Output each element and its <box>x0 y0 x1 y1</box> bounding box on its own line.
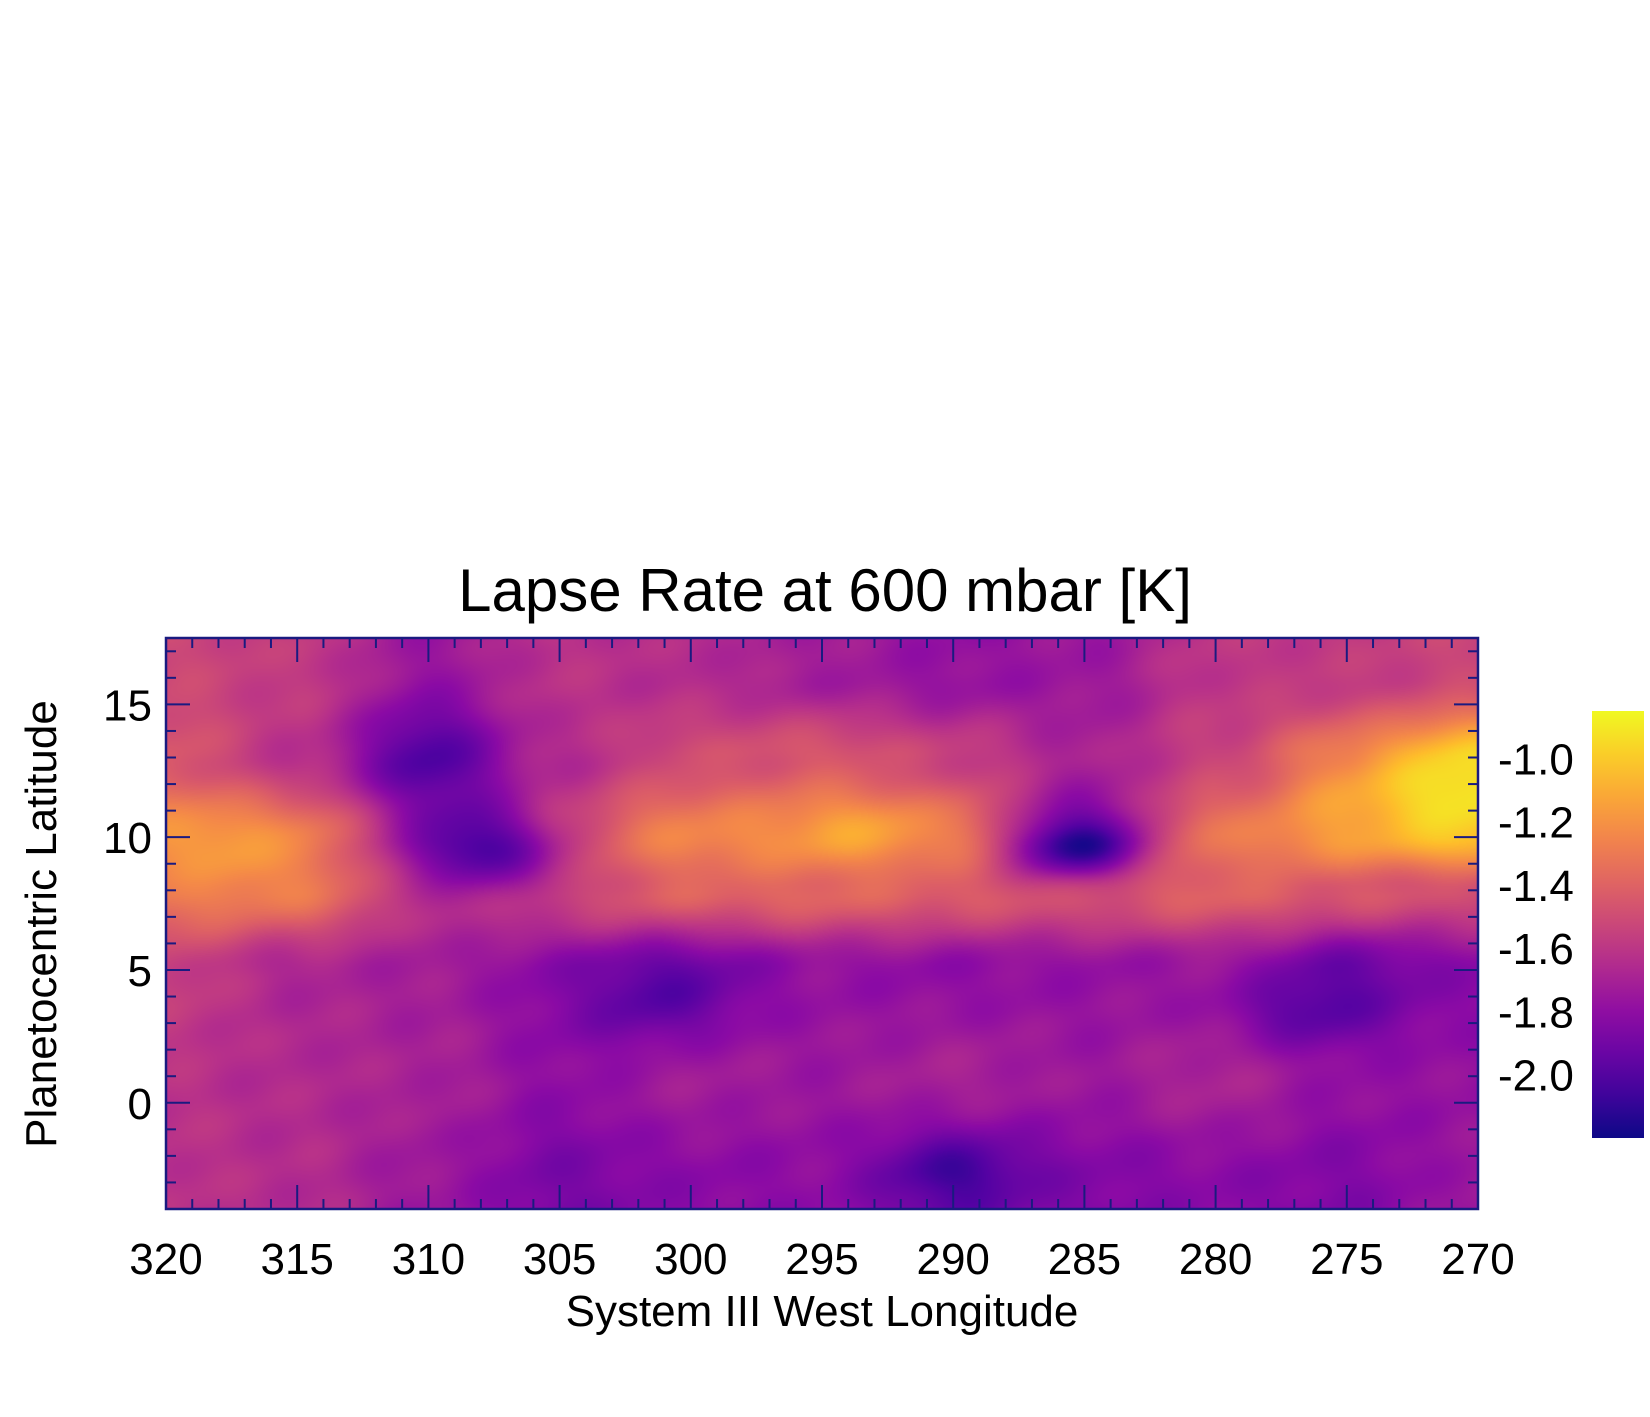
heatmap-area <box>166 638 1478 1209</box>
x-tick-label: 315 <box>260 1235 333 1284</box>
x-tick-label: 280 <box>1179 1235 1252 1284</box>
y-axis-label: Planetocentric Latitude <box>17 700 66 1148</box>
colorbar-tick-label: -1.2 <box>1498 799 1574 848</box>
x-tick-label: 275 <box>1310 1235 1383 1284</box>
x-tick-label: 285 <box>1048 1235 1121 1284</box>
y-axis-tick-labels: 0 5 10 15 <box>103 681 152 1128</box>
chart-title: Lapse Rate at 600 mbar [K] <box>458 557 1192 624</box>
colorbar-tick-label: -1.6 <box>1498 925 1574 974</box>
colorbar-tick-label: -1.0 <box>1498 735 1574 784</box>
colorbar-tick-label: -1.8 <box>1498 988 1574 1037</box>
y-tick-label: 10 <box>103 814 152 863</box>
x-tick-label: 270 <box>1441 1235 1514 1284</box>
colorbar <box>1592 711 1644 1138</box>
y-tick-label: 0 <box>128 1080 152 1129</box>
colorbar-tick-label: -2.0 <box>1498 1052 1574 1101</box>
x-tick-label: 305 <box>523 1235 596 1284</box>
colorbar-tick-label: -1.4 <box>1498 862 1574 911</box>
y-tick-label: 15 <box>103 681 152 730</box>
x-axis-tick-labels: 320 315 310 305 300 295 290 285 280 275 270 <box>129 1235 1514 1284</box>
x-axis-label: System III West Longitude <box>566 1287 1079 1336</box>
x-tick-label: 290 <box>916 1235 989 1284</box>
plot-frame <box>164 636 1480 1211</box>
y-tick-label: 5 <box>128 947 152 996</box>
x-tick-label: 320 <box>129 1235 202 1284</box>
colorbar-tick-labels: -1.0 -1.2 -1.4 -1.6 -1.8 -2.0 <box>1498 735 1574 1100</box>
x-tick-label: 300 <box>654 1235 727 1284</box>
x-tick-label: 295 <box>785 1235 858 1284</box>
x-tick-label: 310 <box>392 1235 465 1284</box>
x-axis-ticks <box>165 638 1479 1209</box>
